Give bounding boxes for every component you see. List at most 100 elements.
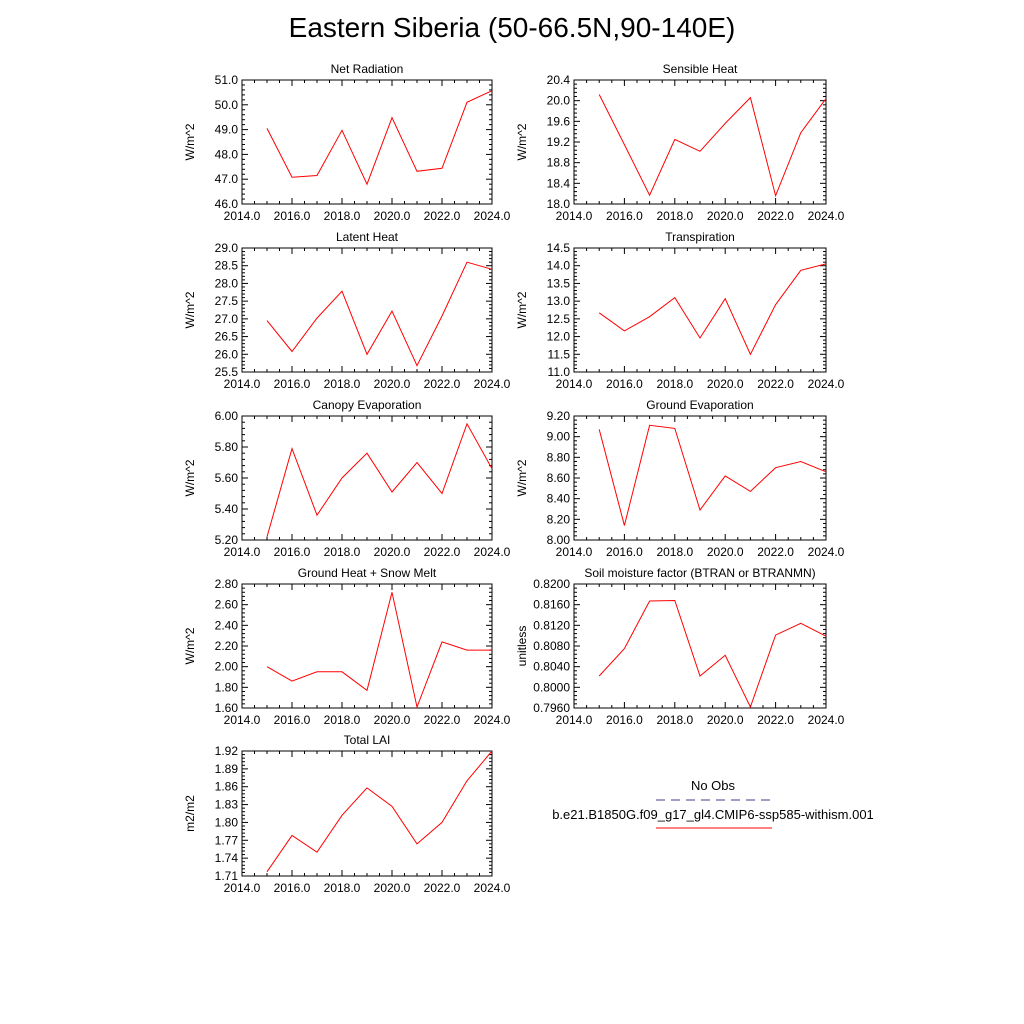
x-tick-label: 2014.0 [224,545,261,559]
y-tick-label: 18.8 [547,156,571,170]
y-axis-label: W/m^2 [515,291,529,328]
x-tick-label: 2018.0 [656,377,693,391]
y-tick-label: 2.80 [215,577,239,591]
y-tick-label: 1.77 [215,833,239,847]
legend-model-line [656,827,772,829]
x-tick-label: 2022.0 [424,377,461,391]
series-line-0 [598,599,827,709]
y-tick-label: 0.8080 [533,639,570,653]
chart-title: Soil moisture factor (BTRAN or BTRANMN) [584,566,815,580]
y-tick-label: 27.0 [215,312,239,326]
x-tick-label: 2018.0 [324,209,361,223]
plot-frame [573,583,827,709]
x-tick-label: 2018.0 [656,545,693,559]
chart-panel-3: Transpiration W/m^2 11.0 11.5 12.0 12.5 13.0 13… [515,230,845,391]
y-axis-label: m2/m2 [183,795,197,832]
x-tick-label: 2024.0 [808,209,845,223]
y-tick-label: 1.92 [215,744,239,758]
chart-panel-5: Ground Evaporation W/m^2 8.00 8.20 8.40 8.60 8… [515,398,845,559]
y-axis-label: W/m^2 [183,627,197,664]
x-tick-label: 2014.0 [224,713,261,727]
series-line-0 [266,592,492,709]
y-tick-label: 27.5 [215,294,239,308]
x-tick-label: 2020.0 [374,881,411,895]
y-tick-label: 1.80 [215,815,239,829]
y-tick-label: 2.40 [215,618,239,632]
y-tick-label: 47.0 [215,172,239,186]
y-tick-label: 14.5 [547,241,571,255]
y-tick-label: 0.7960 [533,701,570,715]
x-tick-label: 2022.0 [424,545,461,559]
series-line-0 [598,424,827,526]
x-tick-label: 2018.0 [324,881,361,895]
x-tick-label: 2016.0 [274,713,311,727]
y-tick-label: 20.4 [547,73,571,87]
y-tick-label: 49.0 [215,123,239,137]
y-axis-label: W/m^2 [183,123,197,160]
y-axis-label: W/m^2 [183,291,197,328]
legend-obs-label: No Obs [690,778,736,793]
chart-panel-6: Ground Heat + Snow Melt W/m^2 1.60 1.80 2.00… [183,566,511,727]
y-tick-label: 1.71 [215,869,239,883]
x-tick-label: 2016.0 [606,209,643,223]
x-tick-label: 2016.0 [274,209,311,223]
x-tick-label: 2014.0 [556,713,593,727]
y-tick-label: 18.0 [547,197,571,211]
y-axis-label: unitless [515,626,529,667]
x-tick-label: 2022.0 [424,881,461,895]
y-tick-label: 13.0 [547,294,571,308]
y-tick-label: 48.0 [215,147,239,161]
plot-frame [573,247,827,373]
y-axis-label: W/m^2 [515,123,529,160]
x-tick-label: 2014.0 [224,209,261,223]
x-tick-label: 2022.0 [757,713,794,727]
y-tick-label: 5.80 [215,440,239,454]
series-line-0 [266,422,493,538]
y-tick-label: 12.5 [547,312,571,326]
y-tick-label: 1.83 [215,798,239,812]
x-tick-label: 2016.0 [274,881,311,895]
x-tick-label: 2024.0 [474,881,511,895]
x-tick-label: 2020.0 [374,209,411,223]
chart-panel-1: Sensible Heat W/m^2 18.0 18.4 18.8 19.2 19.6 20… [515,62,845,223]
x-tick-label: 2020.0 [707,713,744,727]
y-tick-label: 1.80 [215,680,239,694]
y-tick-label: 50.0 [215,98,239,112]
series-line-0 [266,750,493,873]
y-tick-label: 28.5 [215,259,239,273]
x-tick-label: 2024.0 [808,713,845,727]
x-tick-label: 2024.0 [474,713,511,727]
y-tick-label: 0.8160 [533,598,570,612]
y-tick-label: 13.5 [547,276,571,290]
y-tick-label: 1.74 [215,851,239,865]
y-tick-label: 26.5 [215,330,239,344]
series-line-0 [266,261,493,367]
y-tick-label: 9.20 [547,409,571,423]
x-tick-label: 2020.0 [707,545,744,559]
y-axis-label: W/m^2 [515,459,529,496]
x-tick-label: 2024.0 [474,545,511,559]
y-tick-label: 14.0 [547,259,571,273]
x-tick-label: 2016.0 [606,545,643,559]
x-tick-label: 2016.0 [606,713,643,727]
x-tick-label: 2024.0 [808,377,845,391]
plot-frame [573,79,827,205]
y-tick-label: 0.8040 [533,660,570,674]
x-tick-label: 2024.0 [808,545,845,559]
x-tick-label: 2020.0 [374,377,411,391]
y-tick-label: 2.20 [215,639,239,653]
y-tick-label: 46.0 [215,197,239,211]
x-tick-label: 2016.0 [274,377,311,391]
chart-panel-0: Net Radiation W/m^2 46.0 47.0 48.0 49.0 50.0 51… [183,62,511,223]
y-tick-label: 8.80 [547,450,571,464]
x-tick-label: 2016.0 [606,377,643,391]
x-tick-label: 2020.0 [374,545,411,559]
chart-panel-7: Soil moisture factor (BTRAN or BTRANMN) u… [515,566,845,727]
x-tick-label: 2014.0 [556,209,593,223]
chart-title: Latent Heat [336,230,399,244]
y-tick-label: 0.8120 [533,618,570,632]
y-tick-label: 19.2 [547,135,571,149]
legend-obs-line [656,799,772,801]
y-tick-label: 12.0 [547,330,571,344]
